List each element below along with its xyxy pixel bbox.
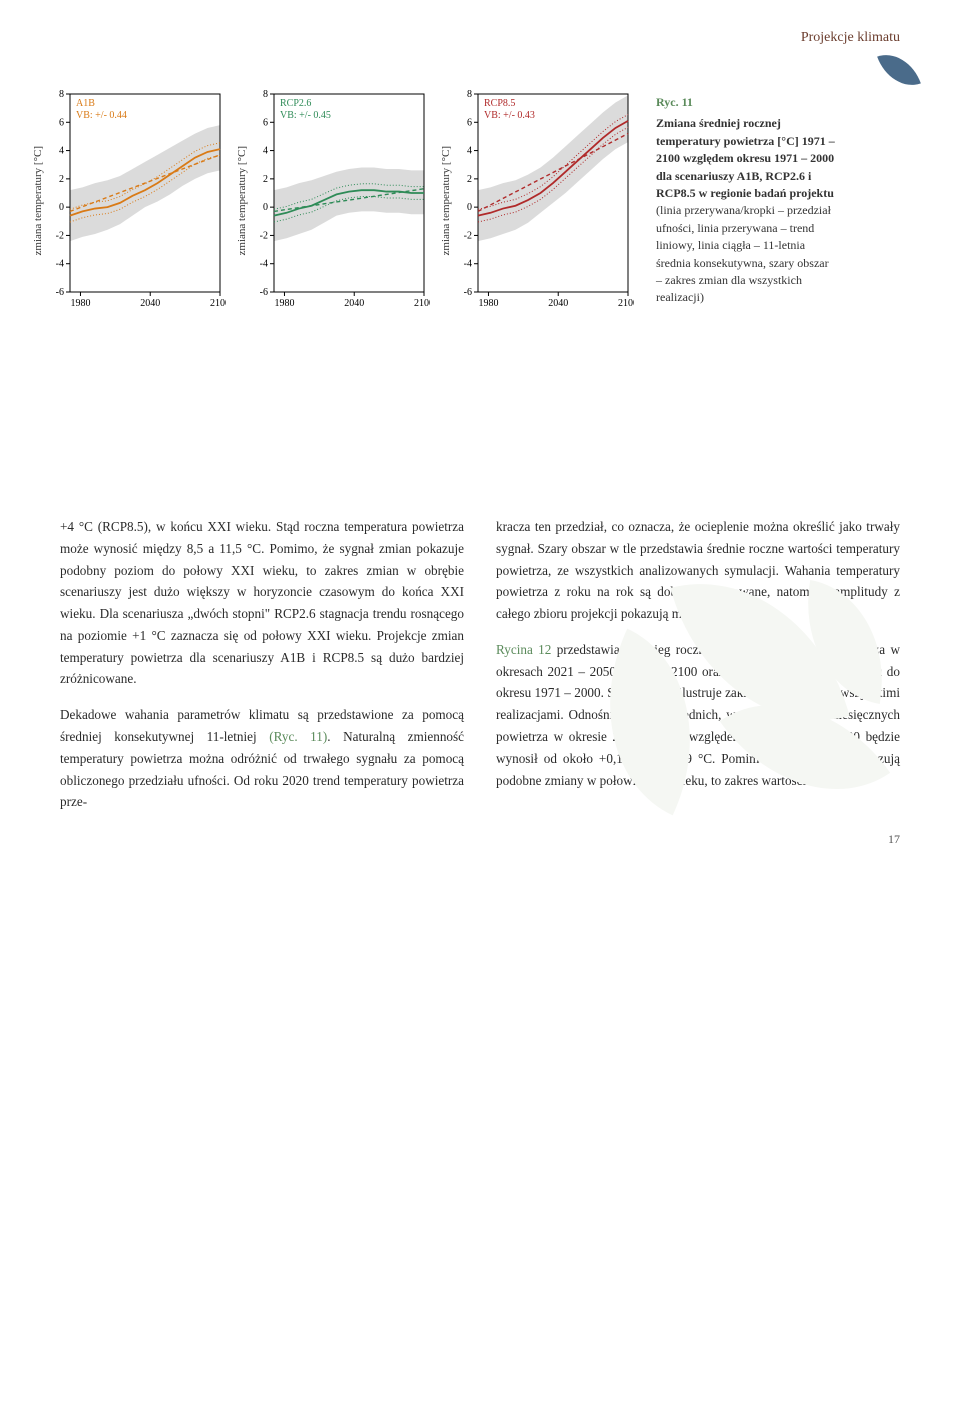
svg-text:2100: 2100 <box>210 298 226 309</box>
y-axis-label: zmiana temperatury [°C] <box>438 146 454 255</box>
svg-text:-4: -4 <box>56 259 64 270</box>
page-number: 17 <box>888 832 900 847</box>
svg-text:-6: -6 <box>260 287 268 298</box>
svg-text:1980: 1980 <box>70 298 90 309</box>
svg-text:2040: 2040 <box>344 298 364 309</box>
para: Dekadowe wahania parametrów klimatu są p… <box>60 704 464 813</box>
scenario-label: RCP8.5 <box>484 98 515 109</box>
svg-text:-6: -6 <box>464 287 472 298</box>
scenario-label: RCP2.6 <box>280 98 311 109</box>
chart-0: -6 -4 -2 0 2 4 6 8 1980 2040 2100 A1B VB: +/- 0.44 <box>46 86 226 316</box>
para: kracza ten przedział, co oznacza, że oci… <box>496 516 900 625</box>
scenario-label: A1B <box>76 98 95 109</box>
right-column: kracza ten przedział, co oznacza, że oci… <box>496 516 900 827</box>
svg-text:6: 6 <box>263 117 268 128</box>
vb-label: VB: +/- 0.43 <box>484 110 535 121</box>
para: Rycina 12 przedstawia przebieg roczny śr… <box>496 639 900 791</box>
y-axis-label: zmiana temperatury [°C] <box>234 146 250 255</box>
svg-text:4: 4 <box>263 146 268 157</box>
svg-text:2100: 2100 <box>414 298 430 309</box>
chart-wrap: zmiana temperatury [°C] -6 -4 -2 0 2 4 6 8 1980 2… <box>30 86 226 316</box>
svg-text:6: 6 <box>467 117 472 128</box>
figure-row: zmiana temperatury [°C] -6 -4 -2 0 2 4 6 8 1980 2… <box>0 46 960 336</box>
svg-text:-2: -2 <box>464 230 472 241</box>
caption-legend: (linia przerywana/kropki – przedział ufn… <box>656 203 831 304</box>
svg-text:-4: -4 <box>260 259 268 270</box>
svg-text:2: 2 <box>467 174 472 185</box>
svg-text:4: 4 <box>467 146 472 157</box>
svg-text:0: 0 <box>59 202 64 213</box>
svg-text:2100: 2100 <box>618 298 634 309</box>
section-title: Projekcje klimatu <box>801 30 900 45</box>
figure-caption: Ryc. 11 Zmiana średniej rocznej temperat… <box>642 86 847 315</box>
svg-text:-2: -2 <box>56 230 64 241</box>
svg-text:-2: -2 <box>260 230 268 241</box>
svg-text:2040: 2040 <box>140 298 160 309</box>
svg-text:2040: 2040 <box>548 298 568 309</box>
left-column: +4 °C (RCP8.5), w końcu XXI wieku. Stąd … <box>60 516 464 827</box>
chart-wrap: zmiana temperatury [°C] -6 -4 -2 0 2 4 6 8 1980 2… <box>234 86 430 316</box>
section-header: Projekcje klimatu <box>0 0 960 46</box>
para: +4 °C (RCP8.5), w końcu XXI wieku. Stąd … <box>60 516 464 690</box>
svg-text:8: 8 <box>59 89 64 100</box>
svg-text:6: 6 <box>59 117 64 128</box>
figure-ref: Rycina 12 <box>496 642 551 657</box>
body-columns: +4 °C (RCP8.5), w końcu XXI wieku. Stąd … <box>0 336 960 867</box>
vb-label: VB: +/- 0.45 <box>280 110 331 121</box>
svg-text:1980: 1980 <box>478 298 498 309</box>
svg-text:-6: -6 <box>56 287 64 298</box>
y-axis-label: zmiana temperatury [°C] <box>30 146 46 255</box>
chart-1: -6 -4 -2 0 2 4 6 8 1980 2040 2100 RCP2.6 VB: +/- 0… <box>250 86 430 316</box>
svg-text:2: 2 <box>59 174 64 185</box>
svg-text:4: 4 <box>59 146 64 157</box>
svg-text:0: 0 <box>467 202 472 213</box>
vb-label: VB: +/- 0.44 <box>76 110 127 121</box>
caption-main: Zmiana średniej rocznej temperatury powi… <box>656 116 835 200</box>
svg-text:1980: 1980 <box>274 298 294 309</box>
svg-text:0: 0 <box>263 202 268 213</box>
svg-text:-4: -4 <box>464 259 472 270</box>
figure-ref: (Ryc. 11) <box>269 729 327 744</box>
svg-text:8: 8 <box>263 89 268 100</box>
chart-2: -6 -4 -2 0 2 4 6 8 1980 2040 2100 RCP8.5 VB: +/- 0… <box>454 86 634 316</box>
svg-text:2: 2 <box>263 174 268 185</box>
figure-number: Ryc. 11 <box>656 94 837 111</box>
chart-wrap: zmiana temperatury [°C] -6 -4 -2 0 2 4 6 8 1980 2… <box>438 86 634 316</box>
svg-text:8: 8 <box>467 89 472 100</box>
